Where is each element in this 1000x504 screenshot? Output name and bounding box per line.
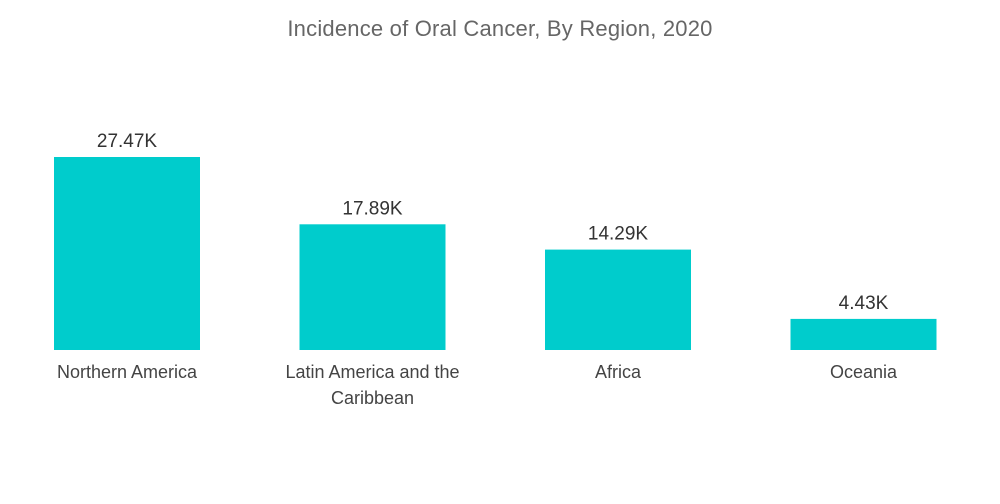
- category-label-1-line-1: Caribbean: [331, 388, 414, 408]
- category-label-2: Africa: [595, 362, 642, 382]
- bar-1: [299, 224, 446, 350]
- value-label-0: 27.47K: [97, 131, 158, 152]
- value-labels-layer: 27.47K 17.89K 14.29K 4.43K: [97, 131, 889, 314]
- bars-layer: [54, 157, 937, 350]
- value-label-2: 14.29K: [588, 224, 649, 245]
- chart-title: Incidence of Oral Cancer, By Region, 202…: [287, 16, 713, 41]
- bar-0: [54, 157, 200, 350]
- category-label-3: Oceania: [830, 362, 898, 382]
- category-labels-layer: Northern America Latin America and the Car…: [57, 362, 898, 408]
- value-label-3: 4.43K: [839, 293, 889, 314]
- bar-3: [790, 318, 937, 350]
- value-label-1: 17.89K: [342, 198, 403, 219]
- bar-2: [545, 249, 691, 350]
- category-label-1-line-0: Latin America and the: [285, 362, 459, 382]
- category-label-0: Northern America: [57, 362, 198, 382]
